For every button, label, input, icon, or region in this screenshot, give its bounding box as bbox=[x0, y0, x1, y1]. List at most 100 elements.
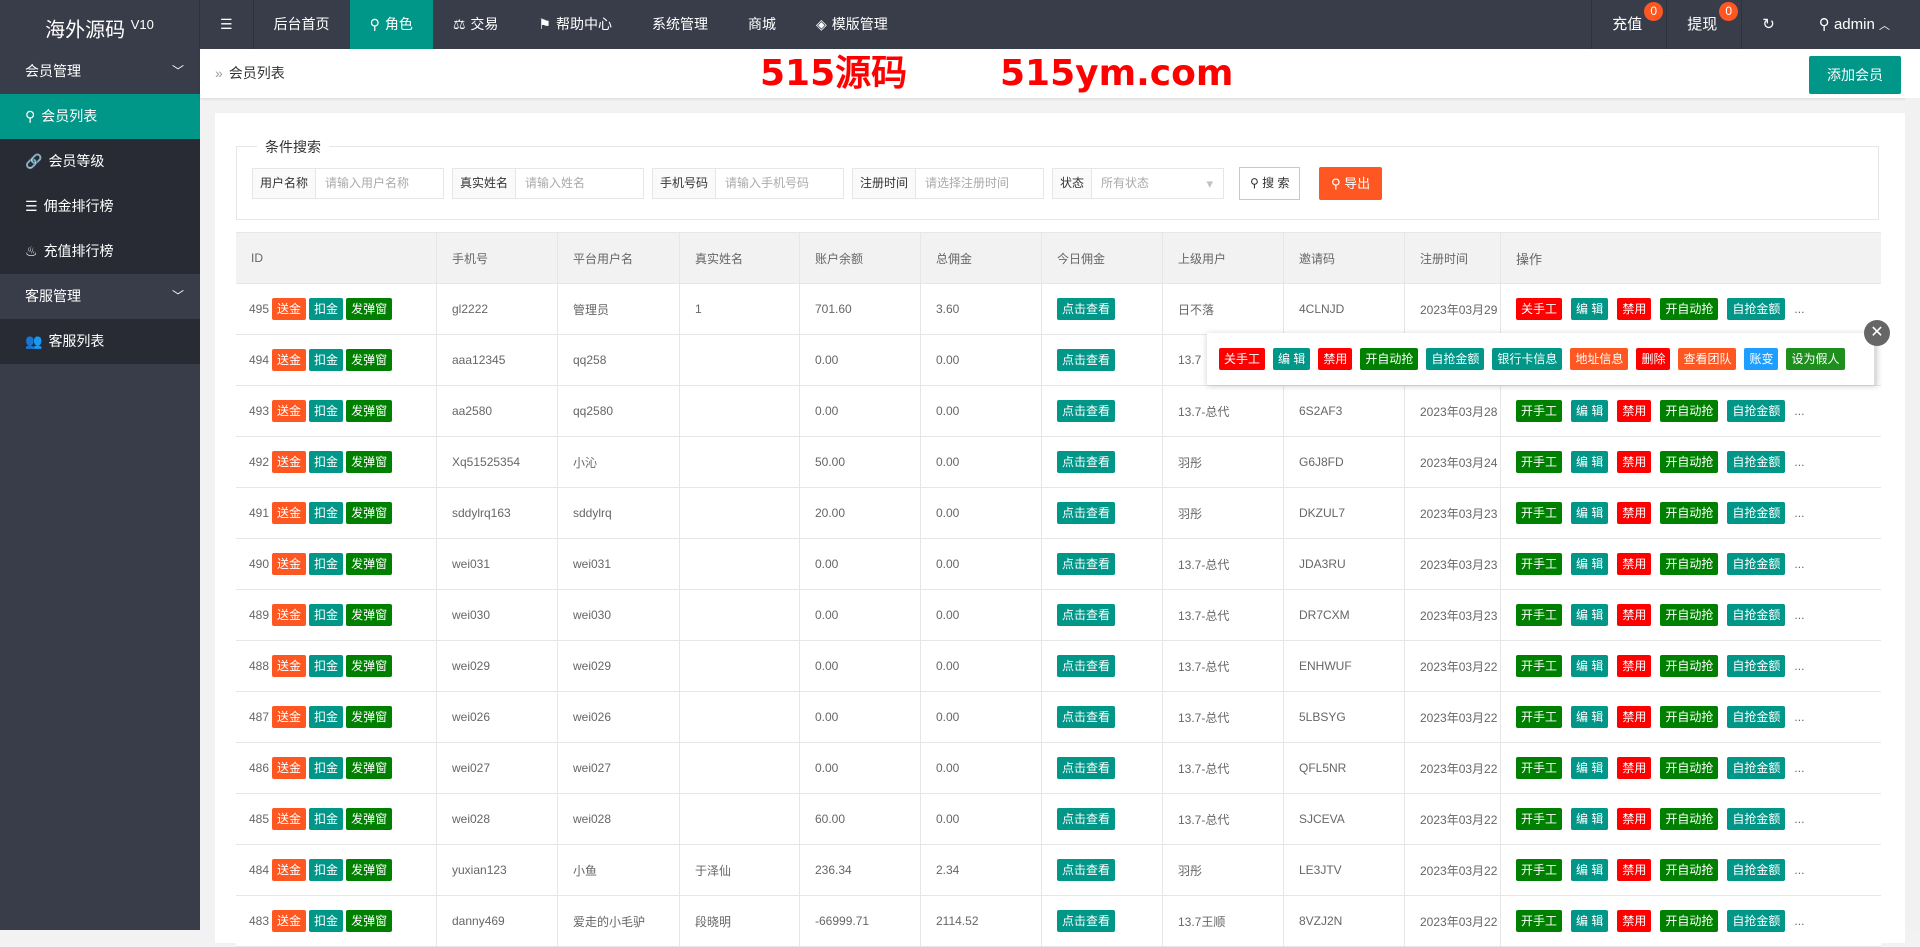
row-op-button[interactable]: 开手工 bbox=[1516, 604, 1563, 626]
more-actions-button[interactable]: ... bbox=[1794, 404, 1805, 418]
row-action-1[interactable]: 扣金 bbox=[309, 604, 344, 626]
row-op-button[interactable]: 自抢金额 bbox=[1727, 706, 1786, 728]
row-op-button[interactable]: 开手工 bbox=[1516, 808, 1563, 830]
more-actions-button[interactable]: ... bbox=[1794, 914, 1805, 928]
view-commission-button[interactable]: 点击查看 bbox=[1057, 502, 1116, 524]
row-action-0[interactable]: 送金 bbox=[272, 910, 307, 932]
view-commission-button[interactable]: 点击查看 bbox=[1057, 859, 1116, 881]
row-op-button[interactable]: 开手工 bbox=[1516, 757, 1563, 779]
row-op-button[interactable]: 开自动抢 bbox=[1660, 910, 1719, 932]
row-op-button[interactable]: 编 辑 bbox=[1571, 502, 1609, 524]
row-action-1[interactable]: 扣金 bbox=[309, 553, 344, 575]
row-action-1[interactable]: 扣金 bbox=[309, 808, 344, 830]
search-field[interactable]: 手机号码 请输入手机号码 bbox=[652, 168, 844, 199]
popup-action-button[interactable]: 关手工 bbox=[1219, 348, 1266, 370]
search-field[interactable]: 状态 所有状态 ▾ bbox=[1052, 168, 1224, 199]
more-actions-button[interactable]: ... bbox=[1794, 710, 1805, 724]
row-action-2[interactable]: 发弹窗 bbox=[346, 808, 393, 830]
nav-4[interactable]: 系统管理 bbox=[632, 0, 728, 49]
row-action-0[interactable]: 送金 bbox=[272, 400, 307, 422]
field-input[interactable]: 请输入姓名 bbox=[525, 176, 586, 190]
row-action-2[interactable]: 发弹窗 bbox=[346, 655, 393, 677]
more-actions-button[interactable]: ... bbox=[1794, 659, 1805, 673]
row-op-button[interactable]: 禁用 bbox=[1617, 757, 1652, 779]
popup-action-button[interactable]: 账变 bbox=[1744, 348, 1779, 370]
sidebar-toggle-icon[interactable]: ☰ bbox=[200, 0, 254, 49]
refresh-icon[interactable]: ↻ bbox=[1741, 0, 1799, 49]
row-op-button[interactable]: 关手工 bbox=[1516, 298, 1563, 320]
row-op-button[interactable]: 编 辑 bbox=[1571, 604, 1609, 626]
row-action-2[interactable]: 发弹窗 bbox=[346, 451, 393, 473]
row-action-2[interactable]: 发弹窗 bbox=[346, 757, 393, 779]
nav-5[interactable]: 商城 bbox=[728, 0, 796, 49]
row-action-0[interactable]: 送金 bbox=[272, 757, 307, 779]
row-action-1[interactable]: 扣金 bbox=[309, 757, 344, 779]
row-op-button[interactable]: 自抢金额 bbox=[1727, 400, 1786, 422]
row-op-button[interactable]: 自抢金额 bbox=[1727, 859, 1786, 881]
row-op-button[interactable]: 编 辑 bbox=[1571, 808, 1609, 830]
popup-action-button[interactable]: 开自动抢 bbox=[1360, 348, 1419, 370]
nav-2[interactable]: ⚖ 交易 bbox=[433, 0, 519, 49]
row-action-0[interactable]: 送金 bbox=[272, 859, 307, 881]
withdraw-link[interactable]: 提现 0 bbox=[1666, 0, 1741, 49]
view-commission-button[interactable]: 点击查看 bbox=[1057, 706, 1116, 728]
row-op-button[interactable]: 自抢金额 bbox=[1727, 910, 1786, 932]
row-op-button[interactable]: 开自动抢 bbox=[1660, 298, 1719, 320]
row-action-2[interactable]: 发弹窗 bbox=[346, 859, 393, 881]
row-op-button[interactable]: 编 辑 bbox=[1571, 859, 1609, 881]
breadcrumb-current[interactable]: 会员列表 bbox=[228, 65, 285, 81]
row-op-button[interactable]: 开手工 bbox=[1516, 502, 1563, 524]
row-op-button[interactable]: 禁用 bbox=[1617, 808, 1652, 830]
export-button[interactable]: ⚲ 导出 bbox=[1319, 167, 1383, 200]
popup-action-button[interactable]: 设为假人 bbox=[1786, 348, 1845, 370]
sidebar-group[interactable]: 客服管理 ﹀ bbox=[0, 274, 200, 319]
row-op-button[interactable]: 编 辑 bbox=[1571, 757, 1609, 779]
popup-action-button[interactable]: 查看团队 bbox=[1678, 348, 1737, 370]
row-action-0[interactable]: 送金 bbox=[272, 553, 307, 575]
view-commission-button[interactable]: 点击查看 bbox=[1057, 553, 1116, 575]
field-input[interactable]: 请选择注册时间 bbox=[925, 176, 1010, 190]
field-input[interactable]: 请输入手机号码 bbox=[725, 176, 810, 190]
row-op-button[interactable]: 编 辑 bbox=[1571, 655, 1609, 677]
more-actions-button[interactable]: ... bbox=[1794, 812, 1805, 826]
more-actions-button[interactable]: ... bbox=[1794, 455, 1805, 469]
view-commission-button[interactable]: 点击查看 bbox=[1057, 910, 1116, 932]
view-commission-button[interactable]: 点击查看 bbox=[1057, 451, 1116, 473]
row-action-2[interactable]: 发弹窗 bbox=[346, 604, 393, 626]
row-action-1[interactable]: 扣金 bbox=[309, 910, 344, 932]
sidebar-item[interactable]: ⚲ 会员列表 bbox=[0, 94, 200, 139]
row-op-button[interactable]: 开自动抢 bbox=[1660, 757, 1719, 779]
view-commission-button[interactable]: 点击查看 bbox=[1057, 757, 1116, 779]
row-op-button[interactable]: 禁用 bbox=[1617, 400, 1652, 422]
row-op-button[interactable]: 开自动抢 bbox=[1660, 604, 1719, 626]
nav-6[interactable]: ◈ 模版管理 bbox=[796, 0, 908, 49]
field-input[interactable]: 请输入用户名称 bbox=[325, 176, 410, 190]
row-action-1[interactable]: 扣金 bbox=[309, 400, 344, 422]
row-op-button[interactable]: 开自动抢 bbox=[1660, 502, 1719, 524]
more-actions-button[interactable]: ... bbox=[1794, 863, 1805, 877]
more-actions-button[interactable]: ... bbox=[1794, 557, 1805, 571]
row-op-button[interactable]: 自抢金额 bbox=[1727, 757, 1786, 779]
recharge-link[interactable]: 充值 0 bbox=[1591, 0, 1666, 49]
more-actions-button[interactable]: ... bbox=[1794, 761, 1805, 775]
search-field[interactable]: 真实姓名 请输入姓名 bbox=[452, 168, 644, 199]
row-op-button[interactable]: 开手工 bbox=[1516, 859, 1563, 881]
row-op-button[interactable]: 禁用 bbox=[1617, 859, 1652, 881]
close-popup-icon[interactable]: ✕ bbox=[1864, 320, 1890, 346]
sidebar-item[interactable]: ♨ 充值排行榜 bbox=[0, 229, 200, 274]
row-op-button[interactable]: 自抢金额 bbox=[1727, 808, 1786, 830]
field-input[interactable]: 所有状态 bbox=[1101, 176, 1150, 190]
row-op-button[interactable]: 禁用 bbox=[1617, 553, 1652, 575]
nav-3[interactable]: ⚑ 帮助中心 bbox=[518, 0, 632, 49]
row-action-1[interactable]: 扣金 bbox=[309, 655, 344, 677]
row-op-button[interactable]: 禁用 bbox=[1617, 502, 1652, 524]
row-action-1[interactable]: 扣金 bbox=[309, 859, 344, 881]
row-op-button[interactable]: 开自动抢 bbox=[1660, 808, 1719, 830]
more-actions-button[interactable]: ... bbox=[1794, 608, 1805, 622]
row-op-button[interactable]: 禁用 bbox=[1617, 298, 1652, 320]
row-action-0[interactable]: 送金 bbox=[272, 706, 307, 728]
row-op-button[interactable]: 自抢金额 bbox=[1727, 553, 1786, 575]
row-action-0[interactable]: 送金 bbox=[272, 349, 307, 371]
row-op-button[interactable]: 开手工 bbox=[1516, 910, 1563, 932]
more-actions-button[interactable]: ... bbox=[1794, 506, 1805, 520]
